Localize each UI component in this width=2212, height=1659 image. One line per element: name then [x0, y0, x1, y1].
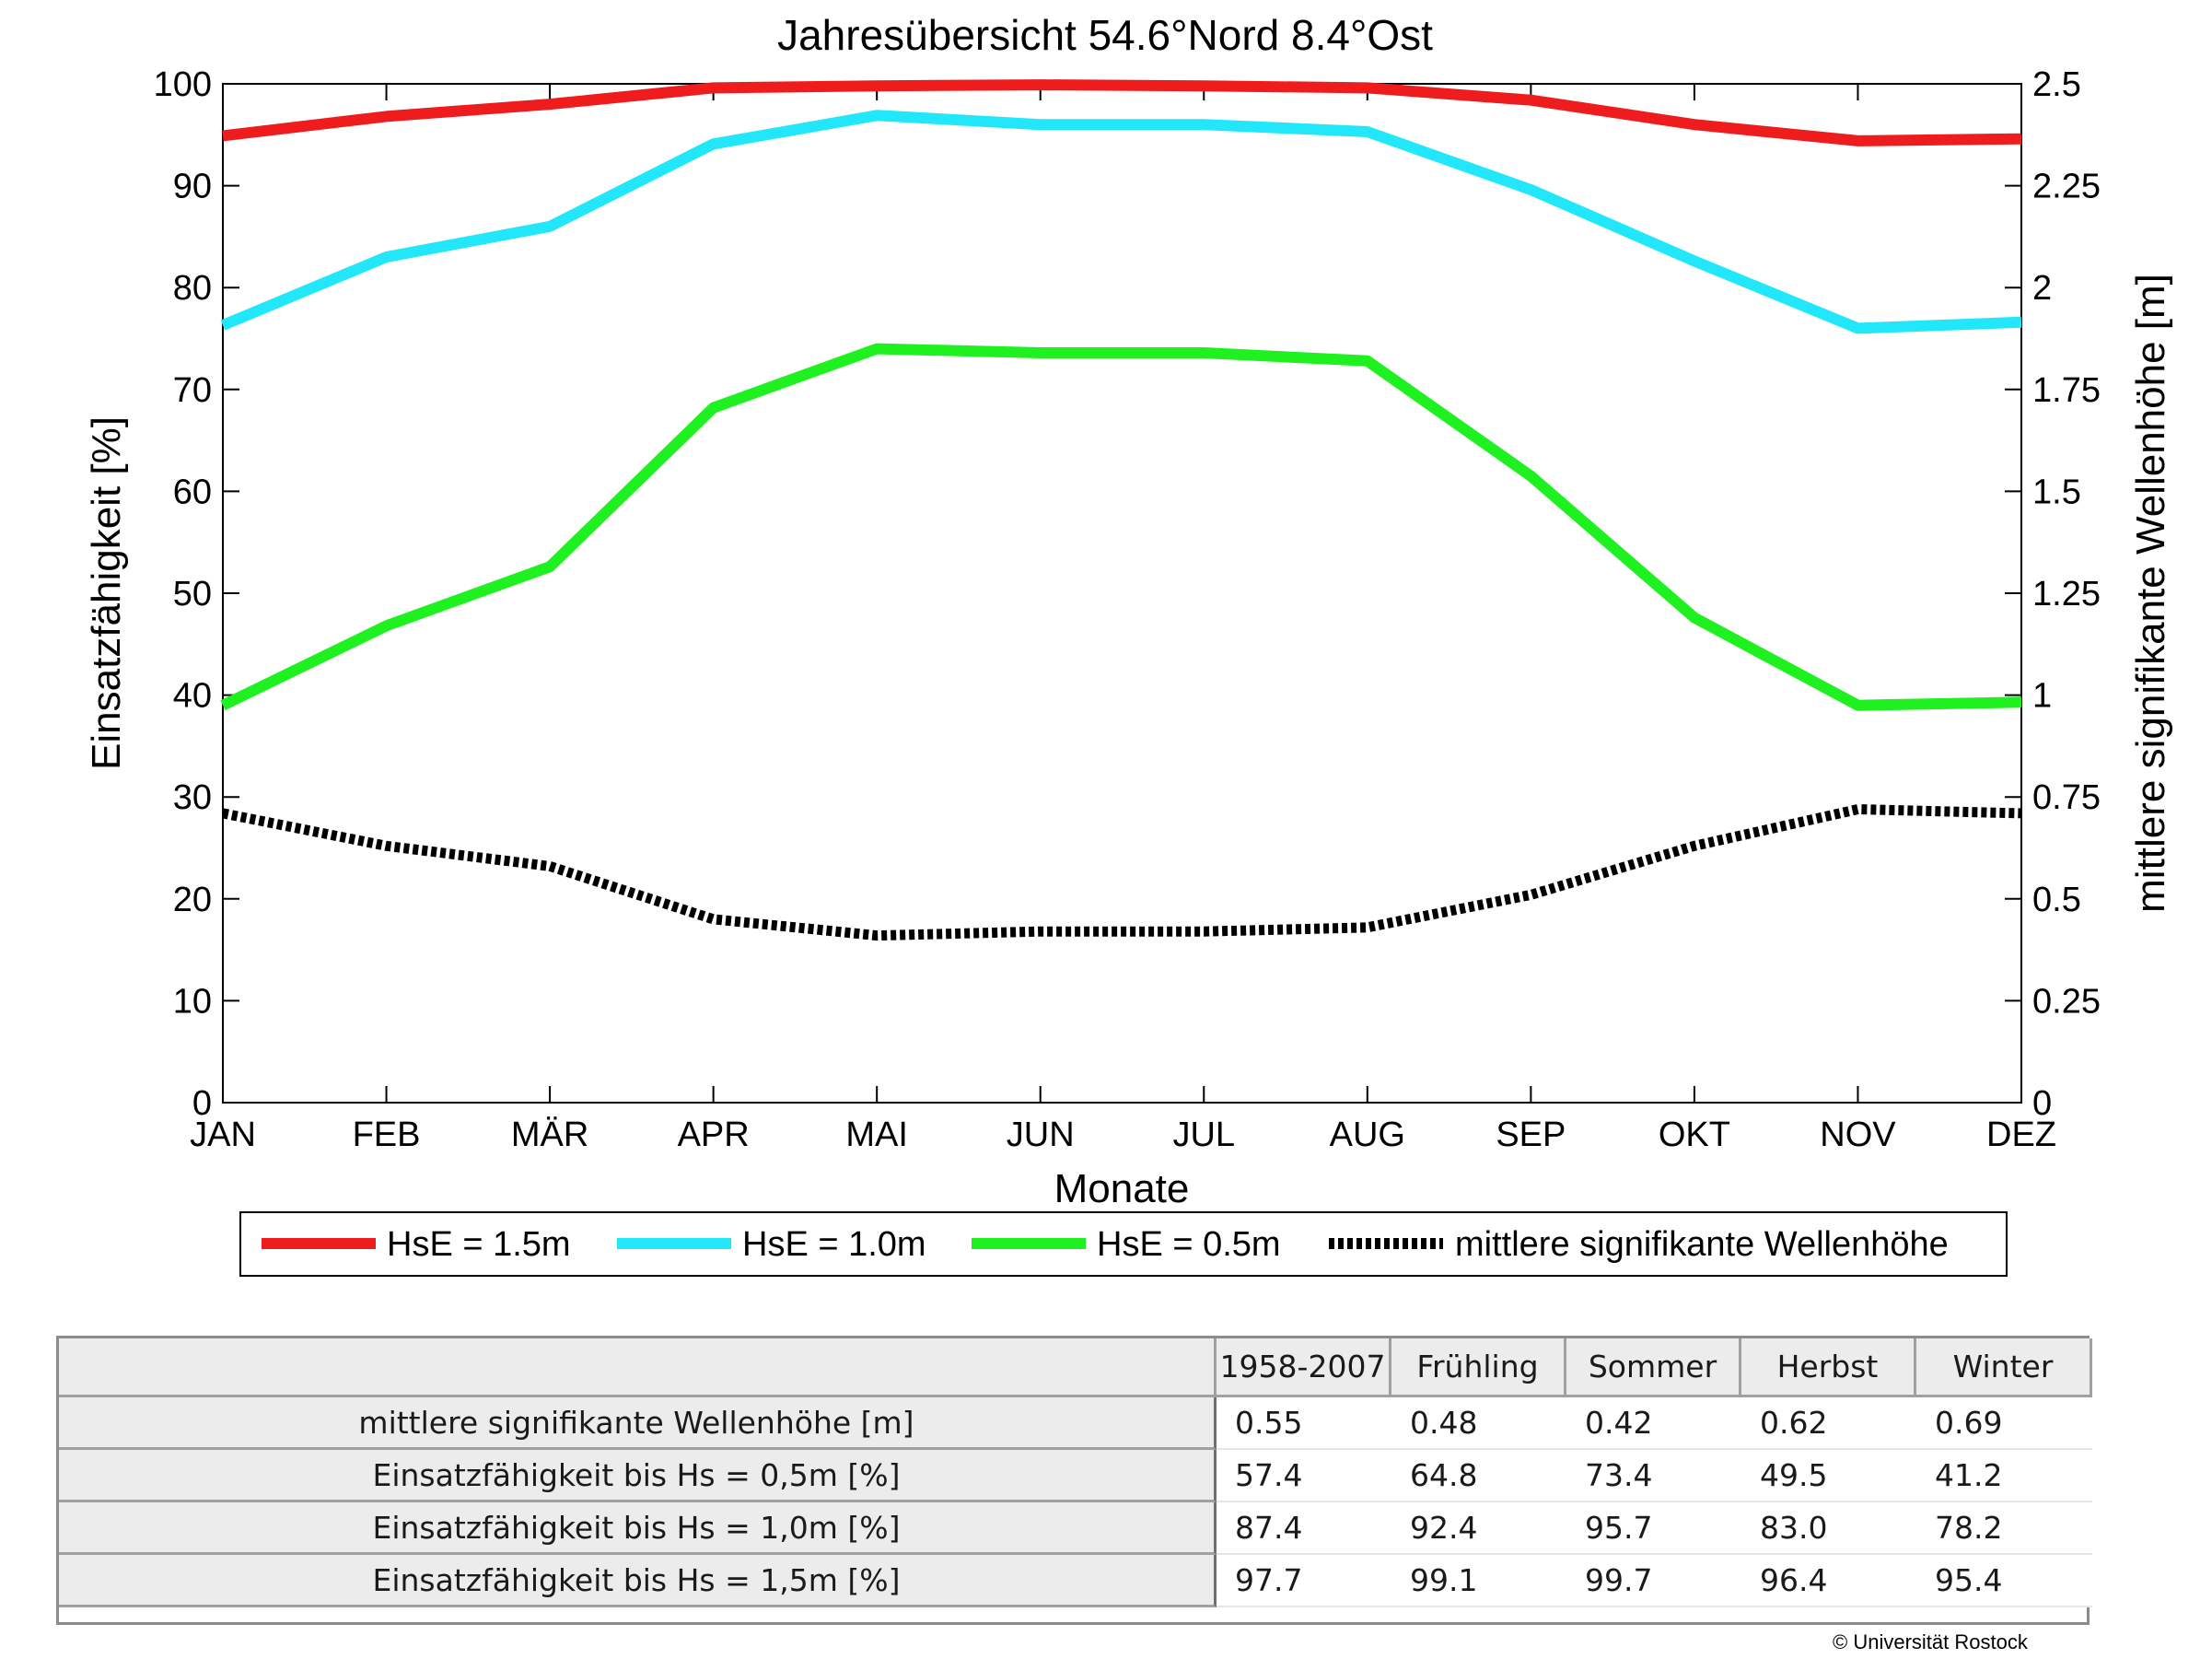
column-header: 1958-2007	[1217, 1338, 1391, 1397]
table-row: Einsatzfähigkeit bis Hs = 0,5m [%] 57.4 …	[59, 1450, 2092, 1502]
y-tick-label: 0	[192, 1084, 212, 1123]
legend: HsE = 1.5m HsE = 1.0m HsE = 0.5m mittlere s…	[239, 1211, 2008, 1277]
y-tick-label: 70	[173, 371, 212, 410]
table-cell: 64.8	[1391, 1450, 1566, 1502]
row-label: Einsatzfähigkeit bis Hs = 0,5m [%]	[59, 1450, 1217, 1502]
table-cell: 95.4	[1916, 1555, 2092, 1607]
y-tick-label: 20	[173, 881, 212, 919]
x-tick-label: JUN	[1007, 1116, 1075, 1154]
y2-tick-label: 0.5	[2032, 881, 2081, 919]
y2-tick-label: 1.25	[2032, 575, 2101, 613]
table-cell: 87.4	[1217, 1502, 1391, 1555]
table-cell: 0.62	[1741, 1397, 1916, 1450]
table-cell: 97.7	[1217, 1555, 1391, 1607]
y2-tick-label: 1.75	[2032, 371, 2101, 410]
x-tick-label: JUL	[1172, 1116, 1235, 1154]
column-header: Herbst	[1741, 1338, 1916, 1397]
table-row: Einsatzfähigkeit bis Hs = 1,0m [%] 87.4 …	[59, 1502, 2092, 1555]
x-tick-label: APR	[678, 1116, 750, 1154]
legend-box	[239, 1211, 2008, 1277]
x-tick-label: FEB	[353, 1116, 421, 1154]
table-cell: 99.1	[1391, 1555, 1566, 1607]
table-cell: 73.4	[1566, 1450, 1741, 1502]
table-row: Einsatzfähigkeit bis Hs = 1,5m [%] 97.7 …	[59, 1555, 2092, 1607]
table-row: mittlere signifikante Wellenhöhe [m] 0.5…	[59, 1397, 2092, 1450]
row-label: Einsatzfähigkeit bis Hs = 1,0m [%]	[59, 1502, 1217, 1555]
row-label: mittlere signifikante Wellenhöhe [m]	[59, 1397, 1217, 1450]
chart: Jahresübersicht 54.6°Nord 8.4°Ost JAN FEB…	[84, 11, 2173, 1277]
series-lines	[220, 79, 2022, 941]
y-tick-label: 40	[173, 677, 212, 716]
table-cell: 0.48	[1391, 1397, 1566, 1450]
table-cell: 0.42	[1566, 1397, 1741, 1450]
y2-tick-label: 0	[2032, 1084, 2052, 1123]
table-corner-cell	[59, 1338, 1217, 1397]
series-line-1	[220, 110, 2022, 334]
x-tick-label: DEZ	[1986, 1116, 2056, 1154]
y2-tick-label: 1.5	[2032, 473, 2081, 511]
column-header: Sommer	[1566, 1338, 1741, 1397]
table-cell: 99.7	[1566, 1555, 1741, 1607]
series-line-2	[220, 343, 2022, 711]
y2-tick-label: 2.5	[2032, 65, 2081, 104]
y-tick-label: 90	[173, 168, 212, 206]
legend-label-2: HsE = 0.5m	[1097, 1225, 1281, 1264]
table-cell: 92.4	[1391, 1502, 1566, 1555]
y2-axis-title: mittlere signifikante Wellenhöhe [m]	[2128, 274, 2173, 913]
y-tick-label: 50	[173, 575, 212, 613]
x-axis-title: Monate	[1054, 1166, 1190, 1211]
y-axis-title: Einsatzfähigkeit [%]	[84, 416, 129, 770]
y-tick-label: 80	[173, 269, 212, 308]
y-tick-label: 30	[173, 778, 212, 817]
column-header: Frühling	[1391, 1338, 1566, 1397]
table-cell: 96.4	[1741, 1555, 1916, 1607]
y2-tick-label: 1	[2032, 677, 2052, 716]
table-cell: 41.2	[1916, 1450, 2092, 1502]
table-cell: 0.69	[1916, 1397, 2092, 1450]
x-tick-label: JAN	[190, 1116, 256, 1154]
axis-ticks: JAN FEB MÄR APR MAI JUN JUL AUG SEP OKT NOV DEZ0102…	[154, 65, 2101, 1154]
x-tick-label: AUG	[1330, 1116, 1405, 1154]
y-tick-label: 60	[173, 473, 212, 511]
table-cell: 83.0	[1741, 1502, 1916, 1555]
table-cell: 0.55	[1217, 1397, 1391, 1450]
y2-tick-label: 2.25	[2032, 168, 2101, 206]
x-tick-label: NOV	[1820, 1116, 1896, 1154]
copyright-notice: © Universität Rostock	[1833, 1630, 2028, 1653]
series-line-3	[221, 804, 2022, 941]
y2-tick-label: 0.75	[2032, 778, 2101, 817]
y-tick-label: 100	[154, 65, 212, 104]
table-header-row: 1958-2007 Frühling Sommer Herbst Winter	[59, 1338, 2092, 1397]
legend-label-1: HsE = 1.0m	[742, 1225, 926, 1264]
table-cell: 78.2	[1916, 1502, 2092, 1555]
y-tick-label: 10	[173, 982, 212, 1021]
table-cell: 95.7	[1566, 1502, 1741, 1555]
table-cell: 57.4	[1217, 1450, 1391, 1502]
legend-label-0: HsE = 1.5m	[387, 1225, 571, 1264]
x-tick-label: OKT	[1659, 1116, 1730, 1154]
y2-tick-label: 2	[2032, 269, 2052, 308]
column-header: Winter	[1916, 1338, 2092, 1397]
x-tick-label: MÄR	[511, 1116, 588, 1154]
chart-title: Jahresübersicht 54.6°Nord 8.4°Ost	[777, 11, 1433, 59]
statistics-table: 1958-2007 Frühling Sommer Herbst Winter …	[56, 1336, 2092, 1625]
y2-tick-label: 0.25	[2032, 982, 2101, 1021]
row-label: Einsatzfähigkeit bis Hs = 1,5m [%]	[59, 1555, 1217, 1607]
legend-label-3: mittlere signifikante Wellenhöhe	[1455, 1225, 1949, 1264]
x-tick-label: SEP	[1496, 1116, 1566, 1154]
x-tick-label: MAI	[845, 1116, 908, 1154]
table-cell: 49.5	[1741, 1450, 1916, 1502]
series-line-0	[222, 79, 2022, 146]
